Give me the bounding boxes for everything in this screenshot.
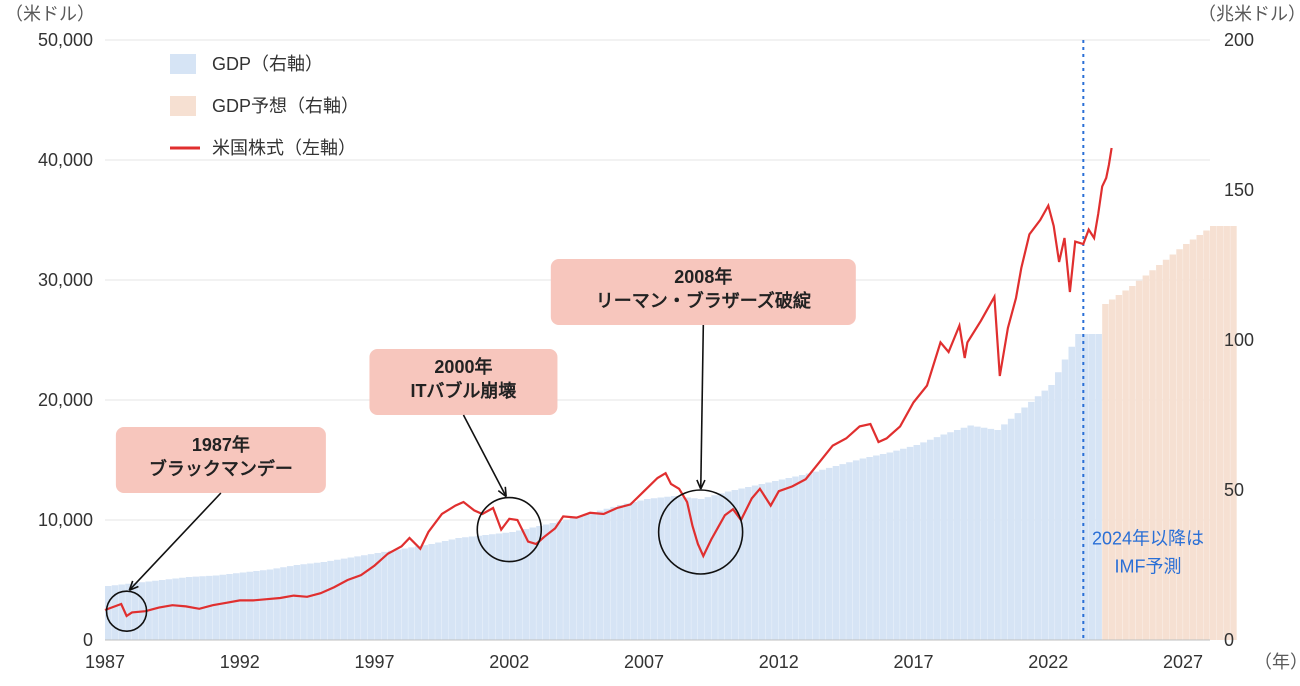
legend-swatch	[170, 54, 196, 74]
x-tick-label: 2017	[894, 652, 934, 672]
x-tick-label: 1987	[85, 652, 125, 672]
svg-text:IMF予測: IMF予測	[1115, 556, 1182, 576]
right-axis-title: （兆米ドル）	[1198, 4, 1300, 24]
svg-text:ブラックマンデー: ブラックマンデー	[149, 458, 293, 479]
right-tick-label: 0	[1224, 630, 1234, 650]
x-tick-label: 2002	[489, 652, 529, 672]
left-tick-label: 20,000	[38, 390, 93, 410]
left-tick-label: 50,000	[38, 30, 93, 50]
left-tick-label: 30,000	[38, 270, 93, 290]
left-axis-title: （米ドル）	[5, 4, 95, 24]
legend-label: GDP（右軸）	[212, 54, 323, 74]
chart-container: （米ドル） 0 10,000 20,000 30,000 40,000 50,000 （兆米ド…	[0, 0, 1300, 686]
x-tick-label: 2022	[1028, 652, 1068, 672]
svg-text:リーマン・ブラザーズ破綻: リーマン・ブラザーズ破綻	[596, 290, 812, 311]
svg-text:2000年: 2000年	[434, 356, 492, 377]
legend-swatch	[170, 96, 196, 116]
svg-text:1987年: 1987年	[192, 434, 250, 455]
x-tick-label: 2012	[759, 652, 799, 672]
left-tick-label: 0	[83, 630, 93, 650]
svg-text:2008年: 2008年	[674, 266, 732, 287]
right-tick-label: 50	[1224, 480, 1244, 500]
x-tick-label: 2007	[624, 652, 664, 672]
legend-label: GDP予想（右軸）	[212, 96, 359, 116]
x-tick-label: 1997	[354, 652, 394, 672]
legend-label: 米国株式（左軸）	[212, 138, 356, 158]
right-tick-label: 150	[1224, 180, 1254, 200]
x-axis-title: （年）	[1254, 652, 1300, 672]
x-tick-label: 1992	[220, 652, 260, 672]
right-tick-label: 200	[1224, 30, 1254, 50]
svg-text:2024年以降は: 2024年以降は	[1092, 528, 1204, 548]
left-tick-label: 10,000	[38, 510, 93, 530]
left-tick-label: 40,000	[38, 150, 93, 170]
x-tick-label: 2027	[1163, 652, 1203, 672]
right-tick-label: 100	[1224, 330, 1254, 350]
svg-text:ITバブル崩壊: ITバブル崩壊	[410, 380, 516, 401]
